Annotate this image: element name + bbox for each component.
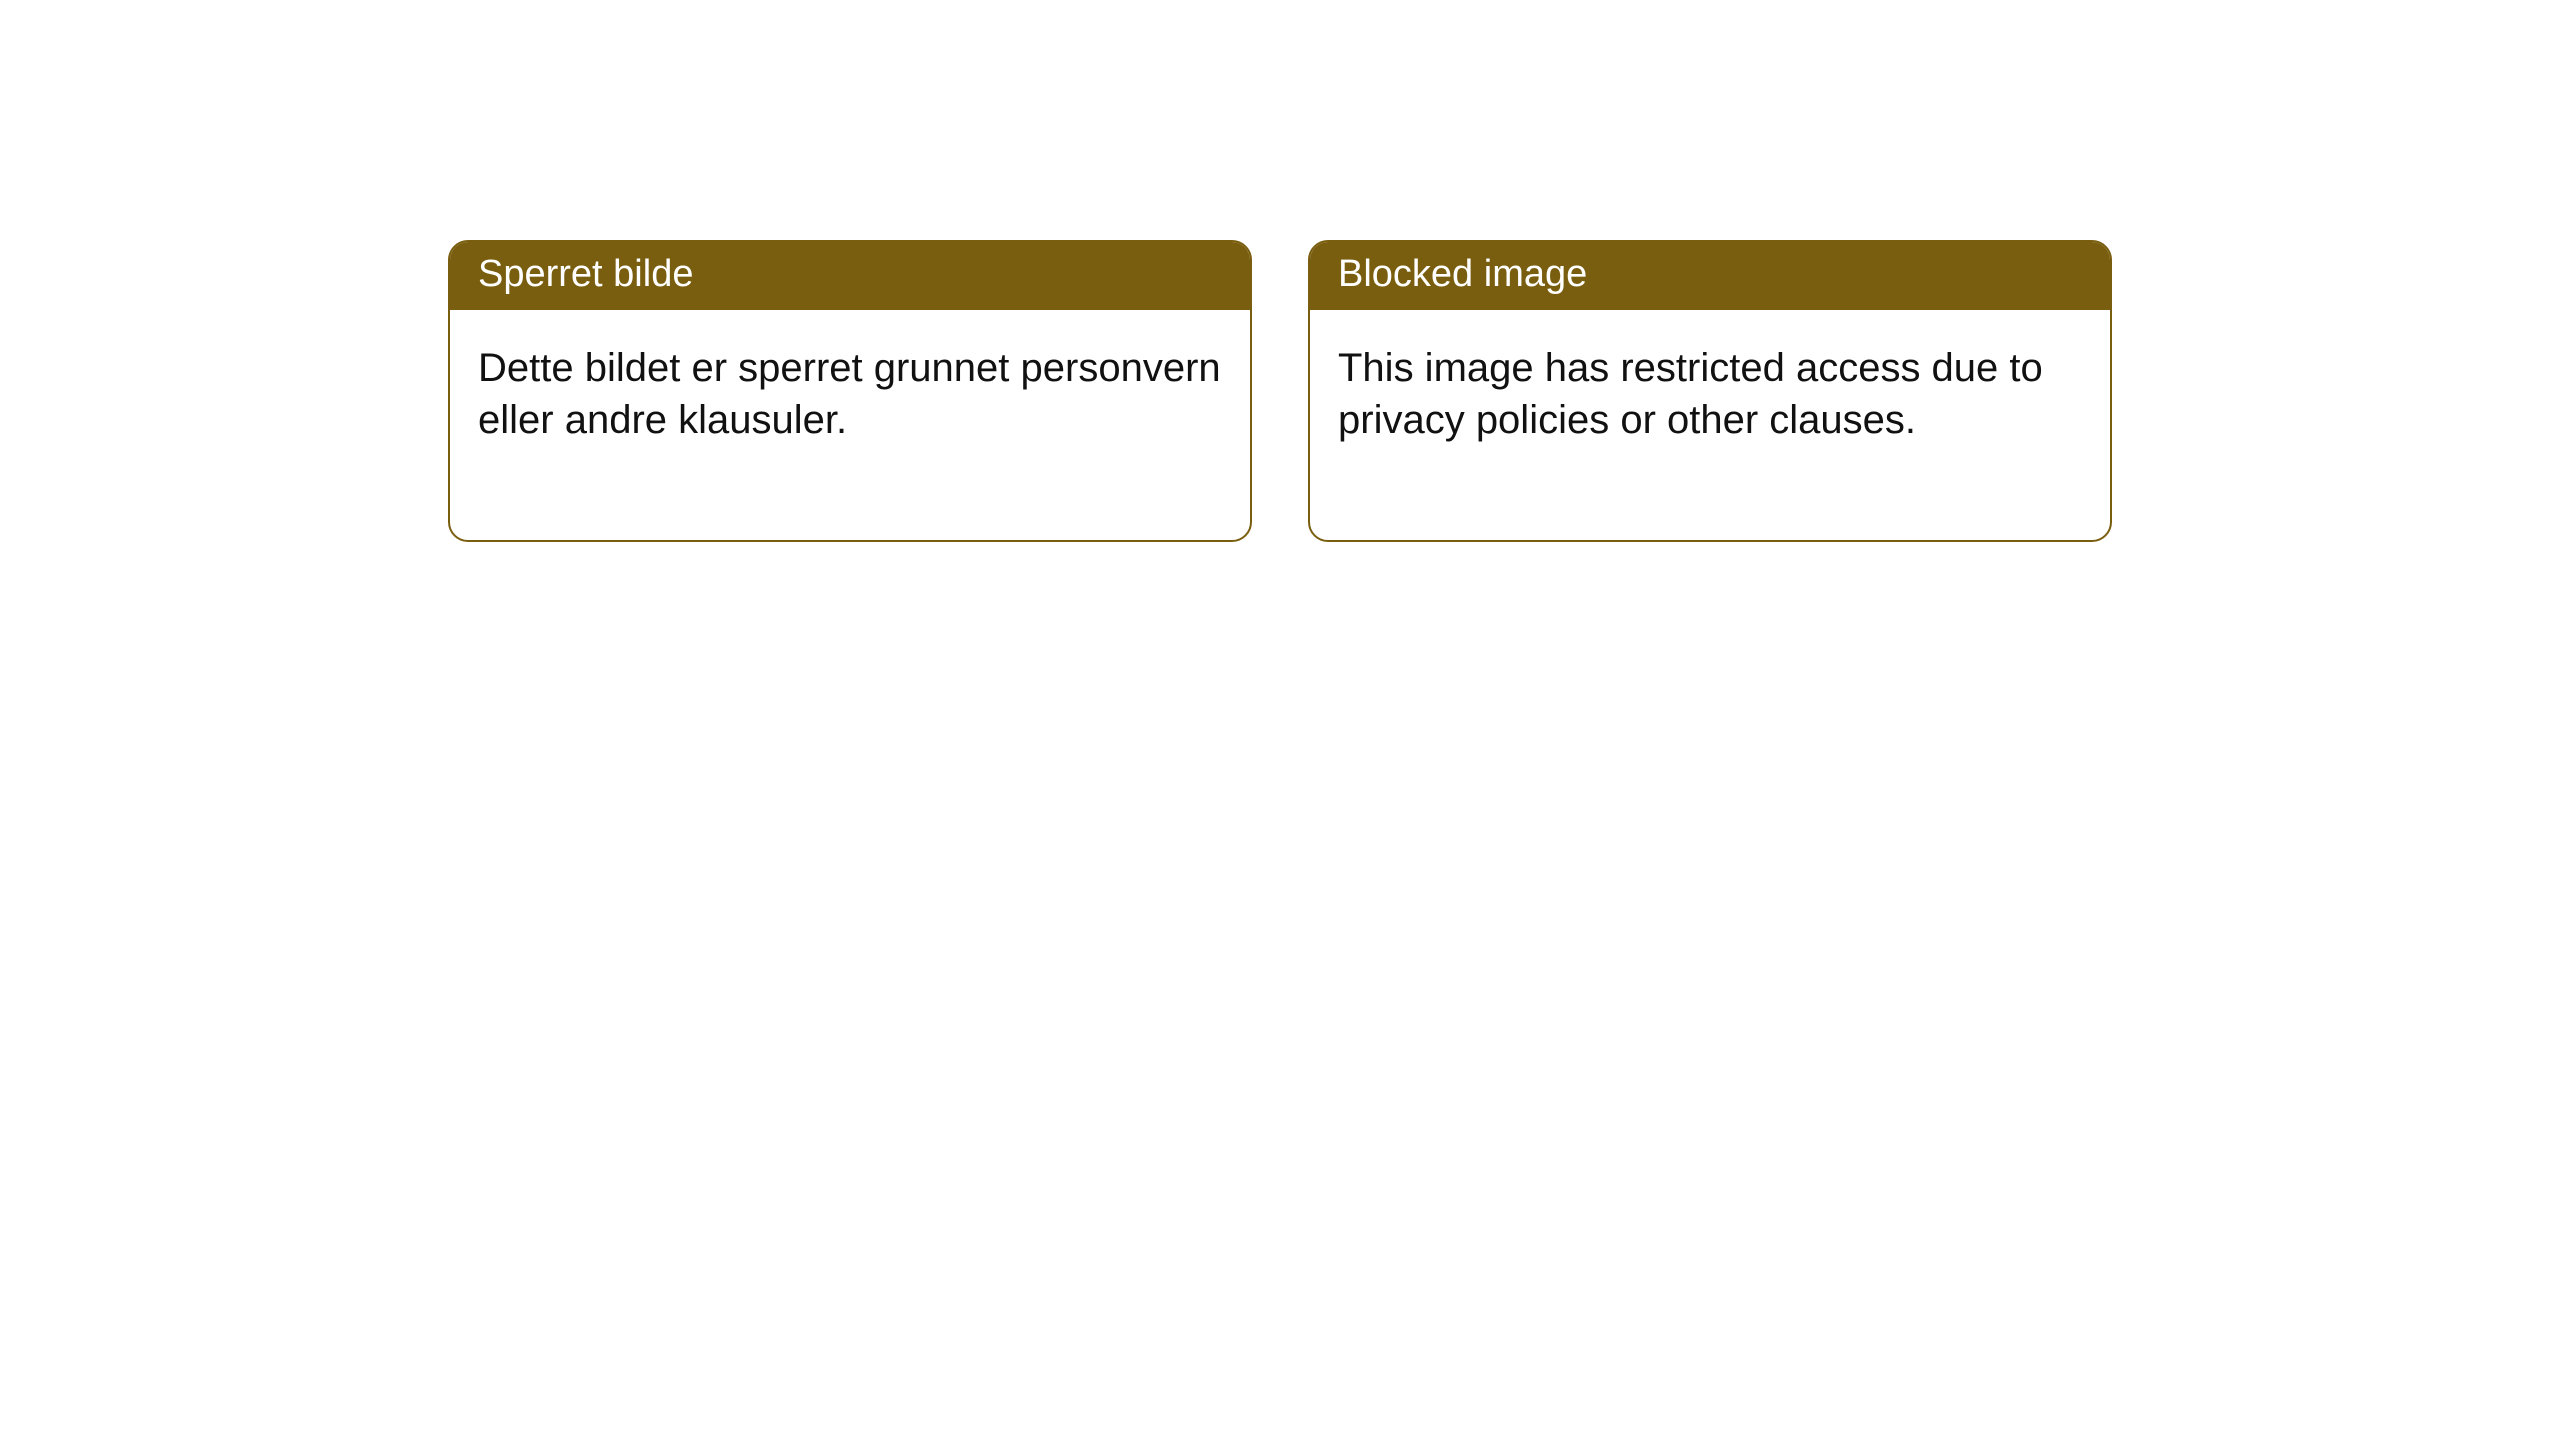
- notice-body: This image has restricted access due to …: [1310, 310, 2110, 540]
- notice-card-english: Blocked image This image has restricted …: [1308, 240, 2112, 542]
- notice-body: Dette bildet er sperret grunnet personve…: [450, 310, 1250, 540]
- notice-container: Sperret bilde Dette bildet er sperret gr…: [0, 0, 2560, 542]
- notice-header: Sperret bilde: [450, 242, 1250, 310]
- notice-card-norwegian: Sperret bilde Dette bildet er sperret gr…: [448, 240, 1252, 542]
- notice-header: Blocked image: [1310, 242, 2110, 310]
